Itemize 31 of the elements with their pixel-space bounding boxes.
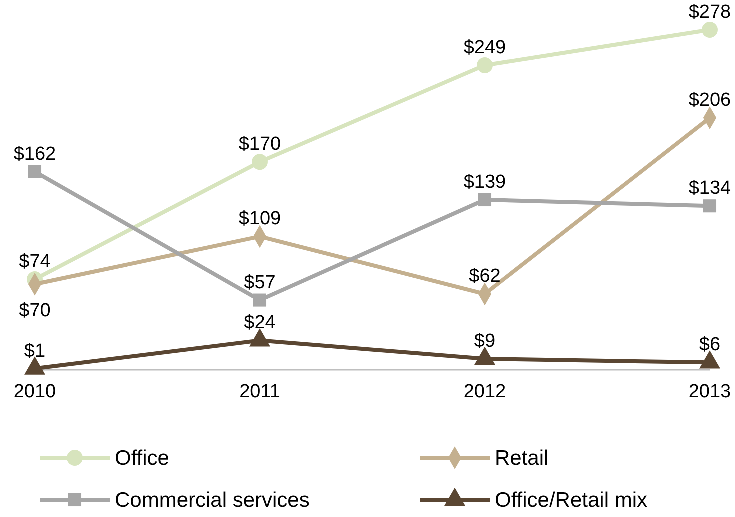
point [252, 154, 268, 170]
data-label: $70 [19, 300, 51, 322]
data-label: $162 [14, 144, 56, 165]
legend-label: Office [115, 447, 170, 470]
data-label: $139 [464, 172, 506, 193]
x-tick-label: 2010 [14, 381, 56, 402]
data-label: $74 [19, 251, 52, 272]
data-label: $170 [238, 134, 282, 156]
x-tick-label: 2012 [464, 381, 506, 402]
point [478, 193, 492, 207]
data-label: $206 [688, 90, 732, 112]
data-label: $24 [244, 312, 276, 334]
data-label: $57 [244, 272, 276, 294]
x-tick-label: 2011 [240, 381, 280, 402]
point [477, 58, 493, 74]
data-label: $9 [474, 330, 496, 352]
point [28, 165, 42, 178]
data-label: $134 [688, 178, 732, 200]
data-label: $1 [24, 340, 46, 362]
data-label: $109 [238, 208, 282, 230]
data-label: $278 [688, 2, 732, 23]
legend-label: Commercial services [115, 489, 310, 512]
x-tick-label: 2013 [688, 381, 732, 402]
data-label: $62 [469, 266, 501, 288]
point [702, 22, 718, 38]
data-label: $6 [699, 334, 721, 356]
legend-label: Retail [495, 447, 549, 470]
point [703, 200, 717, 213]
legend-label: Office/Retail mix [495, 489, 648, 512]
point [253, 294, 267, 307]
data-label: $249 [464, 37, 506, 58]
